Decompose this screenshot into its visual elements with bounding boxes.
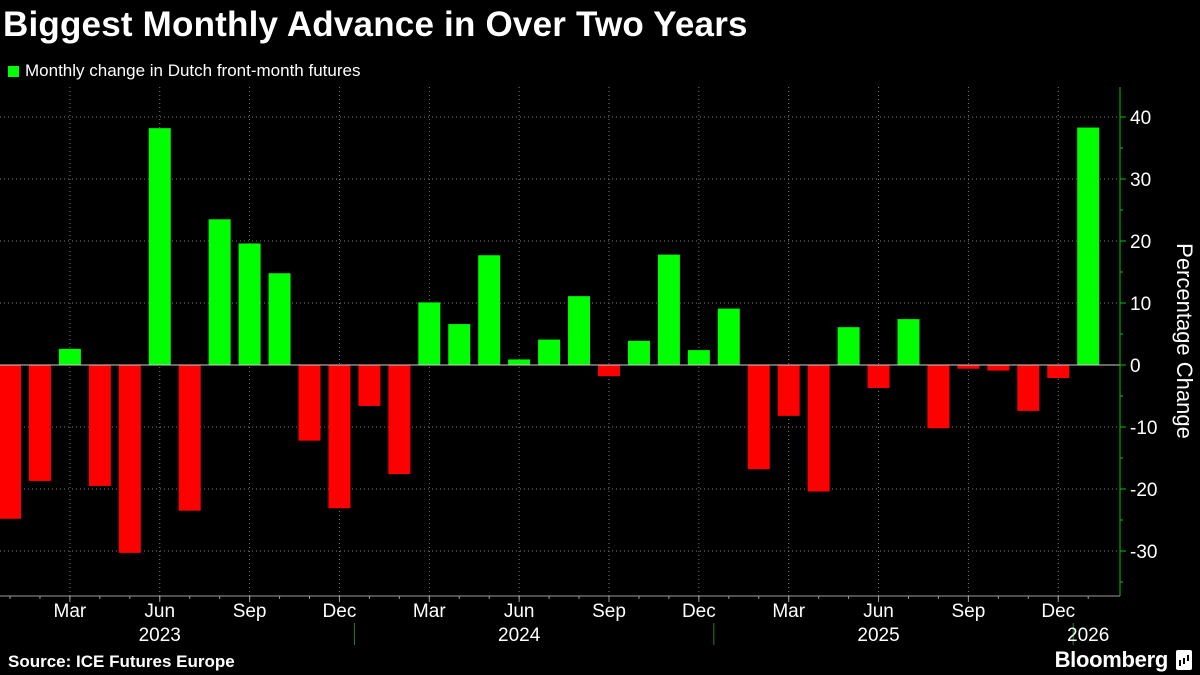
bar [837,327,860,365]
y-tick-label: 0 [1130,356,1141,377]
x-tick-label: Jun [863,601,894,622]
bar [328,365,351,509]
bar [118,365,141,553]
source-note: Source: ICE Futures Europe [8,652,235,671]
y-tick-label: -20 [1130,480,1157,501]
y-tick-label: 20 [1130,232,1151,253]
bar [747,365,770,470]
bar [58,348,81,365]
bloomberg-logo: Bloomberg [1055,647,1192,673]
grid-layer [0,87,1120,596]
x-tick-label: Sep [233,601,267,622]
bar [987,365,1010,371]
y-tick-label: 10 [1130,294,1151,315]
bloomberg-chart-icon [1176,650,1192,670]
chart-title: Biggest Monthly Advance in Over Two Year… [3,5,748,44]
legend-swatch [8,65,19,77]
x-tick-label: Dec [323,601,357,622]
bar [1017,365,1040,411]
bar [568,296,591,365]
bar [807,365,830,492]
bar [478,255,501,365]
bar [657,254,680,365]
bar [178,365,201,511]
y-tick-label: 30 [1130,170,1151,191]
x-tick-label: Mar [772,601,805,622]
bar [598,365,620,377]
brand-name: Bloomberg [1054,647,1169,672]
bar [238,243,261,365]
legend: Monthly change in Dutch front-month futu… [8,60,360,82]
bar [897,319,920,365]
bar [0,365,21,519]
x-tick-label: Jun [144,601,175,622]
bar [148,128,171,365]
bar [687,350,710,365]
bar [418,302,441,365]
bar [777,365,800,416]
x-tick-label: Dec [682,601,716,622]
bar [268,273,291,365]
bar [388,365,411,475]
bar [1077,127,1100,365]
bar [508,359,531,365]
y-tick-label: -10 [1130,418,1157,439]
bar [28,365,51,481]
bar [538,339,561,365]
bar [717,308,740,365]
x-year-label: 2024 [498,625,541,646]
bar [208,219,231,365]
y-tick-label: 40 [1130,108,1151,129]
y-axis-label: Percentage Change [1172,243,1197,439]
x-tick-label: Dec [1041,601,1075,622]
bar [867,365,890,388]
bars-layer [0,127,1100,553]
x-tick-label: Sep [592,601,626,622]
x-year-label: 2026 [1067,625,1109,646]
x-tick-label: Jun [504,601,535,622]
bar [448,324,471,365]
x-tick-label: Mar [413,601,446,622]
legend-label: Monthly change in Dutch front-month futu… [25,61,361,80]
bar [88,365,111,486]
bar [957,365,980,369]
y-tick-label: -30 [1130,542,1157,563]
bar [298,365,321,441]
x-tick-label: Mar [54,601,87,622]
axis-layer: -30 -20 -10 0 10 20 30 40 Percentage Change Mar Ju… [0,87,1197,646]
bar [927,365,950,429]
x-tick-label: Sep [951,601,985,622]
bar [358,365,381,406]
bar [627,340,650,365]
x-year-label: 2023 [139,625,181,646]
bar [1047,365,1070,379]
x-year-label: 2025 [857,625,899,646]
